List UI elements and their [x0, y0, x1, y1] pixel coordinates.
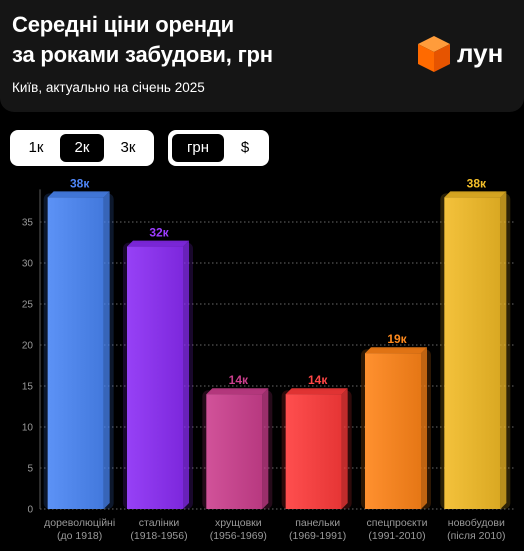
bar-top [444, 191, 507, 198]
bar-side [183, 240, 189, 509]
x-tick-sublabel: (до 1918) [57, 530, 102, 542]
currency-uah-button[interactable]: грн [172, 134, 224, 162]
rooms-3k-button[interactable]: 3к [120, 139, 136, 156]
bar-side [500, 191, 507, 509]
y-tick-label: 25 [22, 300, 34, 311]
y-tick-label: 5 [27, 464, 33, 475]
data-label: 19к [387, 332, 407, 346]
x-tick-label: дореволюційні [44, 517, 115, 529]
rooms-2k-button[interactable]: 2к [60, 134, 104, 162]
brand-name: лун [457, 38, 504, 68]
bar-shade [47, 197, 104, 509]
bar-side [103, 191, 110, 509]
price-bar-chart: 0 5 10 15 20 25 30 35 38к дореволюційні(до 1918)… [22, 176, 516, 542]
bar-top [365, 347, 427, 354]
bar-side [421, 347, 427, 509]
header-panel: Середні ціни оренди за роками забудови, … [0, 0, 524, 112]
data-label: 14к [229, 373, 249, 387]
x-tick-sublabel: (1991-2010) [368, 530, 425, 542]
currency-selector: грн $ [168, 130, 269, 166]
x-tick-label: сталінки [139, 517, 180, 529]
page-title: Середні ціни оренди за роками забудови, … [12, 10, 372, 70]
x-tick-label: спецпроєкти [367, 517, 428, 529]
x-tick-label: панельки [295, 517, 340, 529]
data-label: 38к [467, 176, 487, 190]
y-tick-label: 30 [22, 259, 34, 270]
data-label: 14к [308, 373, 328, 387]
bar-shade [206, 394, 263, 509]
page-subtitle: Київ, актуально на січень 2025 [12, 80, 205, 95]
y-tick-label: 15 [22, 382, 34, 393]
x-tick-label: хрущовки [215, 517, 262, 529]
x-tick-label: новобудови [448, 517, 505, 529]
currency-usd-button[interactable]: $ [240, 139, 250, 156]
bar-shade [285, 394, 342, 509]
x-tick-sublabel: (1969-1991) [289, 530, 346, 542]
rooms-selector: 1к 2к 3к [10, 130, 154, 166]
y-tick-label: 20 [22, 341, 34, 352]
data-label: 32к [149, 226, 169, 240]
x-tick-sublabel: (1918-1956) [130, 530, 187, 542]
bar-shade [444, 197, 501, 509]
title-line-1: Середні ціни оренди [12, 12, 234, 37]
bar-side [341, 388, 348, 509]
y-tick-label: 35 [22, 218, 34, 229]
y-tick-label: 10 [22, 423, 34, 434]
rooms-1k-button[interactable]: 1к [28, 139, 44, 156]
bar-side [262, 388, 269, 509]
bar-top [127, 240, 189, 247]
bar-top [285, 388, 348, 395]
bar-shade [365, 353, 421, 509]
brand-logo-icon [418, 36, 450, 72]
data-label: 38к [70, 176, 90, 190]
x-tick-sublabel: (1956-1969) [210, 530, 267, 542]
x-tick-sublabel: (після 2010) [447, 530, 505, 542]
y-tick-label: 0 [27, 505, 33, 516]
bar-shade [127, 246, 183, 509]
bar-top [47, 191, 110, 198]
title-line-2: за роками забудови, грн [12, 42, 273, 67]
bar-top [206, 388, 269, 395]
